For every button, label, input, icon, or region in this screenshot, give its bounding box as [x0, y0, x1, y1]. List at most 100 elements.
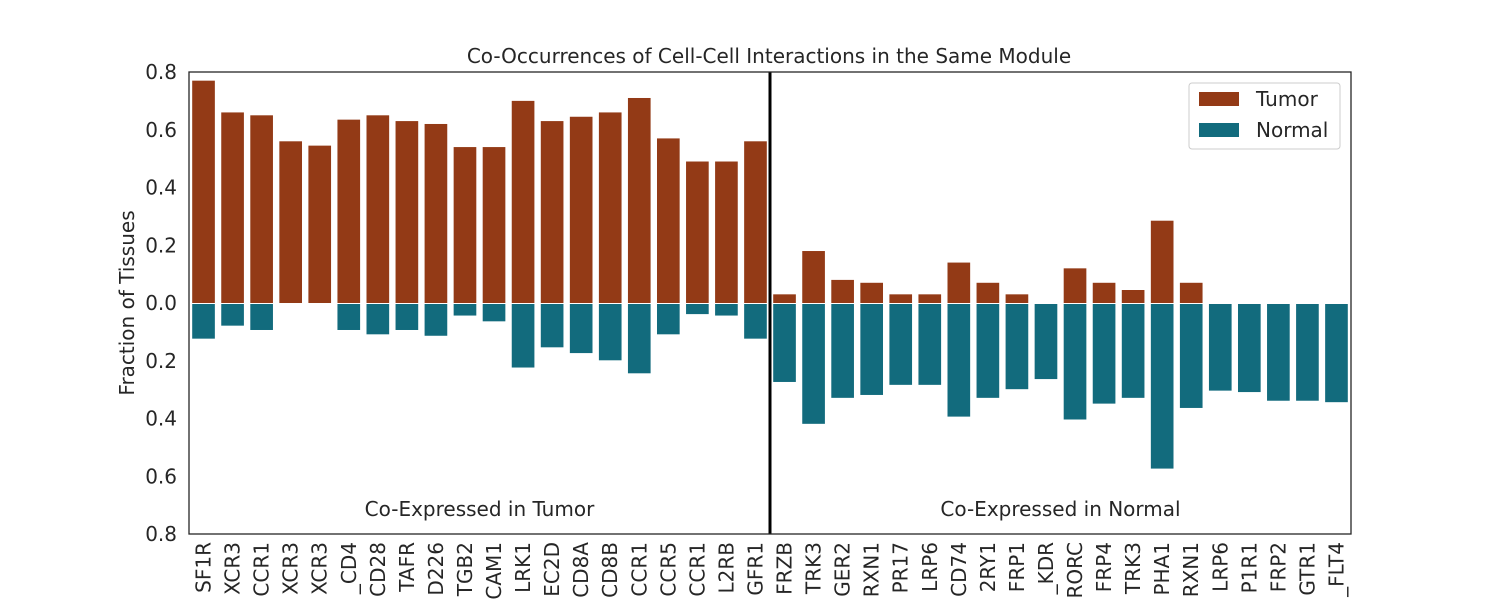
- bar-tumor-30: [1063, 268, 1087, 303]
- bar-tumor-22: [831, 279, 854, 303]
- bar-normal-39: [1325, 304, 1348, 403]
- legend-swatch-tumor: [1199, 92, 1239, 106]
- bar-normal-28: [1005, 304, 1029, 390]
- bar-tumor-31: [1092, 282, 1116, 303]
- x-tick-label: RXN1: [860, 542, 884, 597]
- bar-normal-31: [1092, 304, 1116, 404]
- y-tick-label: 0.6: [145, 464, 177, 488]
- bar-normal-32: [1121, 304, 1145, 398]
- x-tick-label: GTR1: [1295, 542, 1319, 596]
- x-tick-label: _FLT4: [1324, 542, 1348, 598]
- bar-normal-21: [802, 304, 825, 424]
- annotation-tumor: Co-Expressed in Tumor: [365, 497, 595, 521]
- bar-normal-30: [1063, 304, 1087, 420]
- bar-normal-2: [250, 304, 273, 330]
- bar-normal-17: [686, 304, 709, 315]
- bars-group: [192, 80, 1348, 469]
- bar-normal-38: [1296, 304, 1319, 401]
- bar-normal-29: [1034, 304, 1058, 380]
- x-tick-label: LRP6: [1208, 542, 1232, 592]
- bar-normal-18: [715, 304, 738, 316]
- bar-tumor-17: [686, 161, 709, 303]
- x-tick-label: SF1R: [192, 542, 216, 593]
- bar-tumor-3: [279, 141, 303, 303]
- x-tick-label: FRP1: [1005, 542, 1029, 592]
- legend-label-normal: Normal: [1256, 118, 1328, 142]
- x-tick-label: FRZB: [773, 542, 797, 595]
- chart-title: Co-Occurrences of Cell-Cell Interactions…: [467, 44, 1071, 68]
- bar-tumor-12: [540, 121, 564, 304]
- y-tick-label: 0.0: [145, 291, 177, 315]
- bar-normal-16: [656, 304, 680, 335]
- x-tick-label: _KDR: [1034, 542, 1058, 596]
- y-tick-label: 0.4: [145, 176, 177, 200]
- x-tick-label: PHA1: [1150, 542, 1174, 596]
- bar-tumor-6: [366, 115, 390, 303]
- bar-tumor-5: [337, 119, 361, 303]
- y-tick-label: 0.6: [145, 118, 177, 142]
- x-tick-label: P1R1: [1237, 542, 1261, 593]
- bar-normal-23: [860, 304, 884, 395]
- y-ticks: 0.8 0.6 0.4 0.2 0.0 0.2 0.4 0.6 0.8: [145, 60, 177, 546]
- x-tick-label: TRK3: [802, 542, 826, 595]
- bar-tumor-0: [192, 80, 215, 303]
- y-tick-label: 0.2: [145, 349, 177, 373]
- bar-normal-12: [540, 304, 564, 348]
- bar-normal-11: [511, 304, 535, 368]
- bar-normal-22: [831, 304, 854, 398]
- bar-tumor-1: [221, 112, 244, 303]
- bar-tumor-2: [250, 115, 273, 303]
- x-tick-label: XCR3: [221, 542, 245, 595]
- bar-normal-33: [1150, 304, 1174, 469]
- bar-normal-14: [598, 304, 622, 361]
- bar-normal-24: [889, 304, 913, 385]
- x-tick-label: CAM1: [482, 542, 506, 600]
- x-tick-label: CD28: [366, 542, 390, 597]
- bar-normal-8: [424, 304, 448, 336]
- bar-normal-1: [221, 304, 244, 326]
- bar-tumor-14: [598, 112, 622, 303]
- bar-tumor-25: [918, 294, 942, 303]
- y-tick-label: 0.4: [145, 407, 177, 431]
- x-tick-label: FRP2: [1266, 542, 1290, 592]
- bar-normal-34: [1179, 304, 1203, 408]
- y-tick-label: 0.8: [145, 60, 177, 84]
- x-tick-label: LRP6: [918, 542, 942, 592]
- bar-normal-36: [1237, 304, 1261, 393]
- bar-tumor-15: [627, 97, 651, 303]
- bar-normal-6: [366, 304, 390, 335]
- bar-tumor-9: [453, 147, 477, 303]
- bar-tumor-20: [773, 294, 796, 303]
- x-tick-label: CCR5: [656, 542, 680, 597]
- bar-tumor-23: [860, 282, 884, 303]
- bar-tumor-16: [656, 138, 680, 303]
- bar-normal-5: [337, 304, 361, 330]
- bar-normal-35: [1208, 304, 1232, 391]
- bar-tumor-26: [947, 262, 971, 303]
- x-ticks: SF1R XCR3 CCR1 XCR3 XCR3 _CD4 CD28 TAFR D226 TGB2…: [192, 542, 1349, 600]
- bar-normal-0: [192, 304, 215, 339]
- bar-normal-27: [976, 304, 1000, 398]
- x-tick-label: RORC: [1063, 542, 1087, 599]
- x-tick-label: TRK3: [1121, 542, 1145, 595]
- bar-normal-37: [1267, 304, 1290, 401]
- bar-tumor-19: [744, 141, 767, 303]
- bar-normal-15: [627, 304, 651, 374]
- x-tick-label: RXN1: [1179, 542, 1203, 597]
- y-tick-label: 0.2: [145, 233, 177, 257]
- bar-tumor-27: [976, 282, 1000, 303]
- x-tick-label: CD8B: [598, 542, 622, 598]
- x-tick-label: FRP4: [1092, 542, 1116, 592]
- bar-normal-26: [947, 304, 971, 417]
- x-tick-label: LRK1: [511, 542, 535, 593]
- x-tick-label: CCR1: [250, 542, 274, 597]
- bar-normal-7: [395, 304, 419, 330]
- bar-tumor-10: [482, 147, 506, 303]
- x-tick-label: PR17: [889, 542, 913, 593]
- x-tick-label: TAFR: [395, 542, 419, 593]
- annotation-normal: Co-Expressed in Normal: [940, 497, 1180, 521]
- bar-tumor-33: [1150, 220, 1174, 303]
- bar-tumor-7: [395, 121, 419, 304]
- bar-tumor-34: [1179, 282, 1203, 303]
- x-tick-label: EC2D: [540, 542, 564, 597]
